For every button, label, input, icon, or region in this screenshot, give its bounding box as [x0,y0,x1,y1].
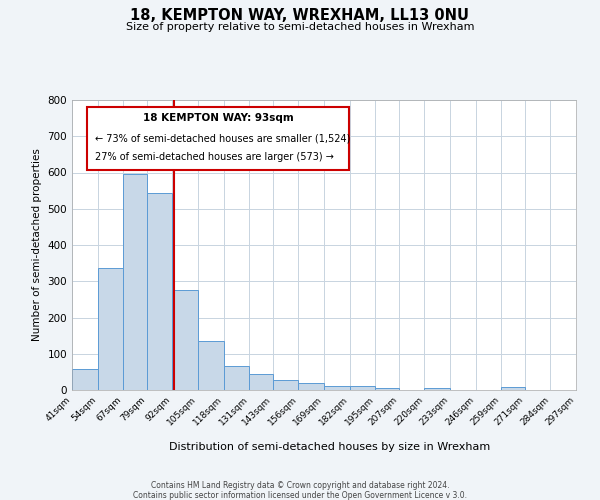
Text: Distribution of semi-detached houses by size in Wrexham: Distribution of semi-detached houses by … [169,442,491,452]
Bar [172,290,198,390]
Bar [501,388,525,390]
Bar [298,384,324,390]
FancyBboxPatch shape [87,108,349,170]
Bar [350,386,375,390]
Bar [198,340,224,390]
Bar [72,370,98,390]
Text: Contains HM Land Registry data © Crown copyright and database right 2024.: Contains HM Land Registry data © Crown c… [151,481,449,490]
Text: 27% of semi-detached houses are larger (573) →: 27% of semi-detached houses are larger (… [95,152,334,162]
Text: Contains public sector information licensed under the Open Government Licence v : Contains public sector information licen… [133,491,467,500]
Bar [249,374,273,390]
Text: Size of property relative to semi-detached houses in Wrexham: Size of property relative to semi-detach… [126,22,474,32]
Bar [273,380,298,390]
Bar [324,386,350,390]
Y-axis label: Number of semi-detached properties: Number of semi-detached properties [32,148,42,342]
Bar [147,193,172,390]
Bar [424,388,450,390]
Text: ← 73% of semi-detached houses are smaller (1,524): ← 73% of semi-detached houses are smalle… [95,134,350,143]
Bar [123,174,147,390]
Text: 18 KEMPTON WAY: 93sqm: 18 KEMPTON WAY: 93sqm [143,113,293,123]
Bar [224,366,249,390]
Text: 18, KEMPTON WAY, WREXHAM, LL13 0NU: 18, KEMPTON WAY, WREXHAM, LL13 0NU [131,8,470,22]
Bar [375,388,399,390]
Bar [98,268,123,390]
